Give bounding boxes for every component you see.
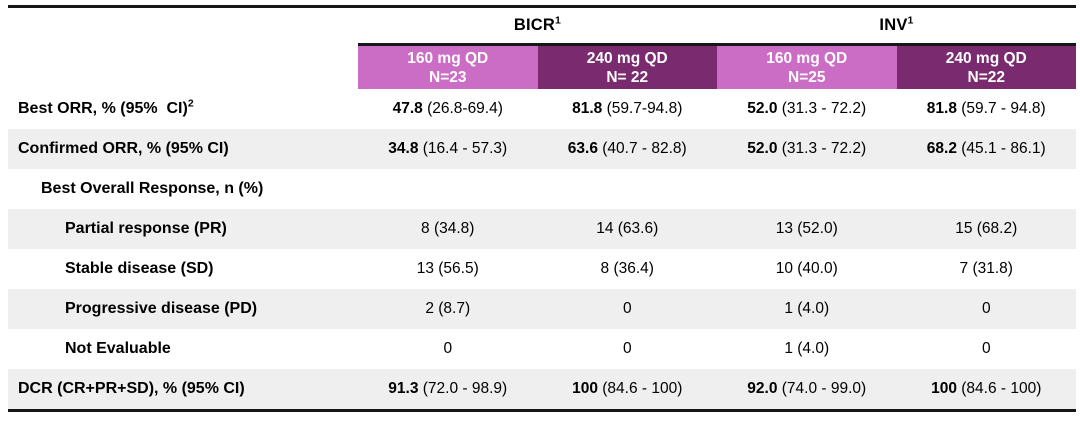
value-cell: 81.8 (59.7-94.8) xyxy=(572,100,683,117)
table-row: Progressive disease (PD) 2 (8.7) 0 1 (4.0)… xyxy=(8,289,1076,329)
value-lead-number: 81.8 xyxy=(926,100,957,117)
row-label: Best ORR, % (95% CI)2 xyxy=(8,97,358,118)
value-cell: 8 (34.8) xyxy=(421,220,475,237)
row-label: Partial response (PR) xyxy=(8,220,358,238)
column-header-bicr-160mg: 160 mg QD N=23 xyxy=(358,43,538,89)
row-label: Not Evaluable xyxy=(8,340,358,358)
table-row: Best Overall Response, n (%) xyxy=(8,169,1076,209)
footnote-marker: 2 xyxy=(187,97,194,110)
dose-column-header-row: 160 mg QD N=23 240 mg QD N= 22 160 mg QD… xyxy=(8,43,1076,89)
value-lead-number: 81.8 xyxy=(572,100,603,117)
value-cell: 1 (4.0) xyxy=(784,340,830,357)
value-cell: 52.0 (31.3 - 72.2) xyxy=(747,100,867,117)
column-header-inv-240mg: 240 mg QD N=22 xyxy=(896,43,1076,89)
row-label-text: Best Overall Response, n (%) xyxy=(41,180,264,197)
value-lead-number: 47.8 xyxy=(392,100,423,117)
group-header-inv: INV1 xyxy=(717,14,1076,35)
n-count-label: N= 22 xyxy=(606,68,649,86)
row-label-text: Confirmed ORR, % (95% CI) xyxy=(18,140,229,157)
row-label-text: Partial response (PR) xyxy=(65,220,227,237)
row-label: DCR (CR+PR+SD), % (95% CI) xyxy=(8,380,358,398)
value-lead-number: 63.6 xyxy=(567,140,598,157)
value-cell: 0 xyxy=(981,300,991,317)
value-cell: 68.2 (45.1 - 86.1) xyxy=(926,140,1046,157)
value-lead-number: 100 xyxy=(931,380,957,397)
value-cell: 1 (4.0) xyxy=(784,300,830,317)
value-cell: 0 xyxy=(622,300,632,317)
value-lead-number: 34.8 xyxy=(388,140,419,157)
value-lead-number: 52.0 xyxy=(747,100,778,117)
dose-label: 240 mg QD xyxy=(945,49,1027,67)
row-label: Stable disease (SD) xyxy=(8,260,358,278)
footnote-marker: 1 xyxy=(555,14,562,27)
value-cell: 13 (56.5) xyxy=(416,260,479,277)
footnote-marker: 1 xyxy=(907,14,914,27)
group-header-bicr: BICR1 xyxy=(358,14,717,35)
orr-results-table: BICR1 INV1 160 mg QD N=23 240 mg QD N= 2… xyxy=(8,5,1076,412)
value-cell: 0 xyxy=(443,340,453,357)
value-cell: 2 (8.7) xyxy=(425,300,471,317)
table-row: Best ORR, % (95% CI)2 47.8 (26.8-69.4) 81… xyxy=(8,89,1076,129)
table-body: Best ORR, % (95% CI)2 47.8 (26.8-69.4) 81… xyxy=(8,89,1076,409)
n-count-label: N=25 xyxy=(788,68,826,86)
value-lead-number: 91.3 xyxy=(388,380,419,397)
row-label: Confirmed ORR, % (95% CI) xyxy=(8,140,358,158)
table-row: DCR (CR+PR+SD), % (95% CI) 91.3 (72.0 - … xyxy=(8,369,1076,409)
value-cell: 7 (31.8) xyxy=(959,260,1013,277)
value-cell: 100 (84.6 - 100) xyxy=(931,380,1042,397)
group-header-inv-label: INV xyxy=(879,16,908,34)
value-cell: 8 (36.4) xyxy=(600,260,654,277)
value-cell: 63.6 (40.7 - 82.8) xyxy=(567,140,687,157)
value-lead-number: 68.2 xyxy=(926,140,957,157)
dose-label: 240 mg QD xyxy=(586,49,668,67)
row-label-text: Best ORR, % (95% CI) xyxy=(18,100,188,117)
bottom-rule xyxy=(8,409,1076,412)
value-cell: 91.3 (72.0 - 98.9) xyxy=(388,380,508,397)
value-cell: 100 (84.6 - 100) xyxy=(572,380,683,397)
dose-label: 160 mg QD xyxy=(407,49,489,67)
row-label-text: Stable disease (SD) xyxy=(65,260,214,277)
value-cell: 34.8 (16.4 - 57.3) xyxy=(388,140,508,157)
value-cell: 0 xyxy=(622,340,632,357)
column-header-bicr-240mg: 240 mg QD N= 22 xyxy=(537,43,717,89)
value-cell: 92.0 (74.0 - 99.0) xyxy=(747,380,867,397)
table-row: Partial response (PR) 8 (34.8) 14 (63.6) 1… xyxy=(8,209,1076,249)
value-cell: 14 (63.6) xyxy=(596,220,659,237)
assessment-group-header-row: BICR1 INV1 xyxy=(8,8,1076,43)
row-label-text: DCR (CR+PR+SD), % (95% CI) xyxy=(18,380,245,397)
value-cell: 0 xyxy=(981,340,991,357)
row-label: Best Overall Response, n (%) xyxy=(8,180,358,198)
column-header-inv-160mg: 160 mg QD N=25 xyxy=(717,43,897,89)
group-header-bicr-label: BICR xyxy=(513,16,556,34)
value-cell: 52.0 (31.3 - 72.2) xyxy=(747,140,867,157)
dose-label: 160 mg QD xyxy=(766,49,848,67)
value-lead-number: 92.0 xyxy=(747,380,778,397)
value-lead-number: 52.0 xyxy=(747,140,778,157)
value-cell: 10 (40.0) xyxy=(775,260,838,277)
column-header-spacer xyxy=(8,43,358,89)
value-cell: 47.8 (26.8-69.4) xyxy=(392,100,503,117)
value-lead-number: 100 xyxy=(572,380,598,397)
value-cell: 13 (52.0) xyxy=(775,220,838,237)
table-row: Stable disease (SD) 13 (56.5) 8 (36.4) 10 … xyxy=(8,249,1076,289)
value-cell: 15 (68.2) xyxy=(955,220,1018,237)
row-label: Progressive disease (PD) xyxy=(8,300,358,318)
table-row: Not Evaluable 0 0 1 (4.0) 0 xyxy=(8,329,1076,369)
row-label-text: Progressive disease (PD) xyxy=(65,300,258,317)
table-row: Confirmed ORR, % (95% CI) 34.8 (16.4 - 5… xyxy=(8,129,1076,169)
n-count-label: N=23 xyxy=(429,68,467,86)
row-label-text: Not Evaluable xyxy=(65,340,171,357)
value-cell: 81.8 (59.7 - 94.8) xyxy=(926,100,1046,117)
top-rule xyxy=(8,5,1076,8)
n-count-label: N=22 xyxy=(967,68,1006,86)
